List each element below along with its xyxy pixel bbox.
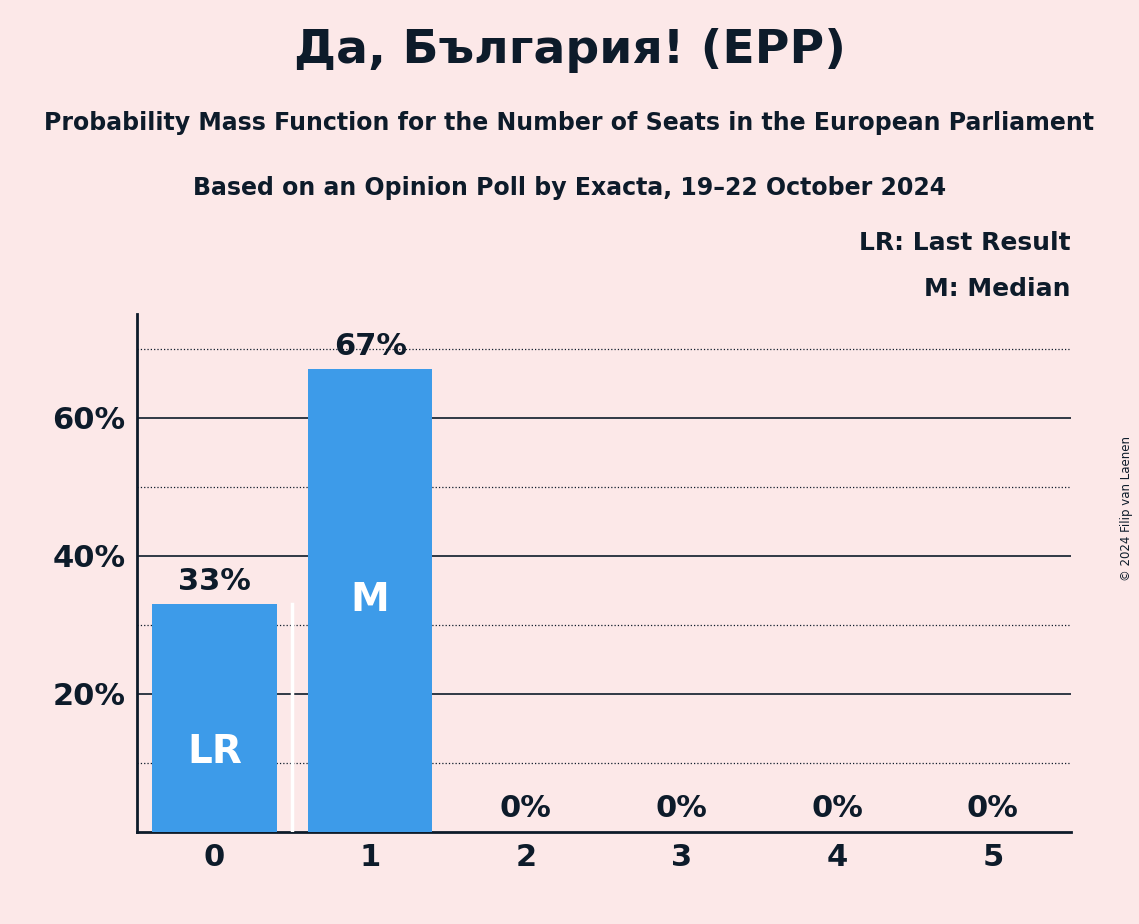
Text: M: Median: M: Median bbox=[924, 277, 1071, 301]
Bar bbox=[153, 604, 277, 832]
Text: 33%: 33% bbox=[178, 566, 251, 596]
Text: LR: Last Result: LR: Last Result bbox=[859, 231, 1071, 255]
Text: 0%: 0% bbox=[811, 795, 863, 823]
Text: 0%: 0% bbox=[656, 795, 707, 823]
Text: Based on an Opinion Poll by Exacta, 19–22 October 2024: Based on an Opinion Poll by Exacta, 19–2… bbox=[192, 176, 947, 200]
Text: M: M bbox=[351, 581, 390, 619]
Text: 0%: 0% bbox=[967, 795, 1018, 823]
Text: © 2024 Filip van Laenen: © 2024 Filip van Laenen bbox=[1121, 436, 1133, 580]
Text: Да, България! (EPP): Да, България! (EPP) bbox=[294, 28, 845, 73]
Text: LR: LR bbox=[187, 733, 241, 771]
Text: 0%: 0% bbox=[500, 795, 551, 823]
Text: 67%: 67% bbox=[334, 332, 407, 361]
Bar bbox=[308, 370, 433, 832]
Text: Probability Mass Function for the Number of Seats in the European Parliament: Probability Mass Function for the Number… bbox=[44, 111, 1095, 135]
